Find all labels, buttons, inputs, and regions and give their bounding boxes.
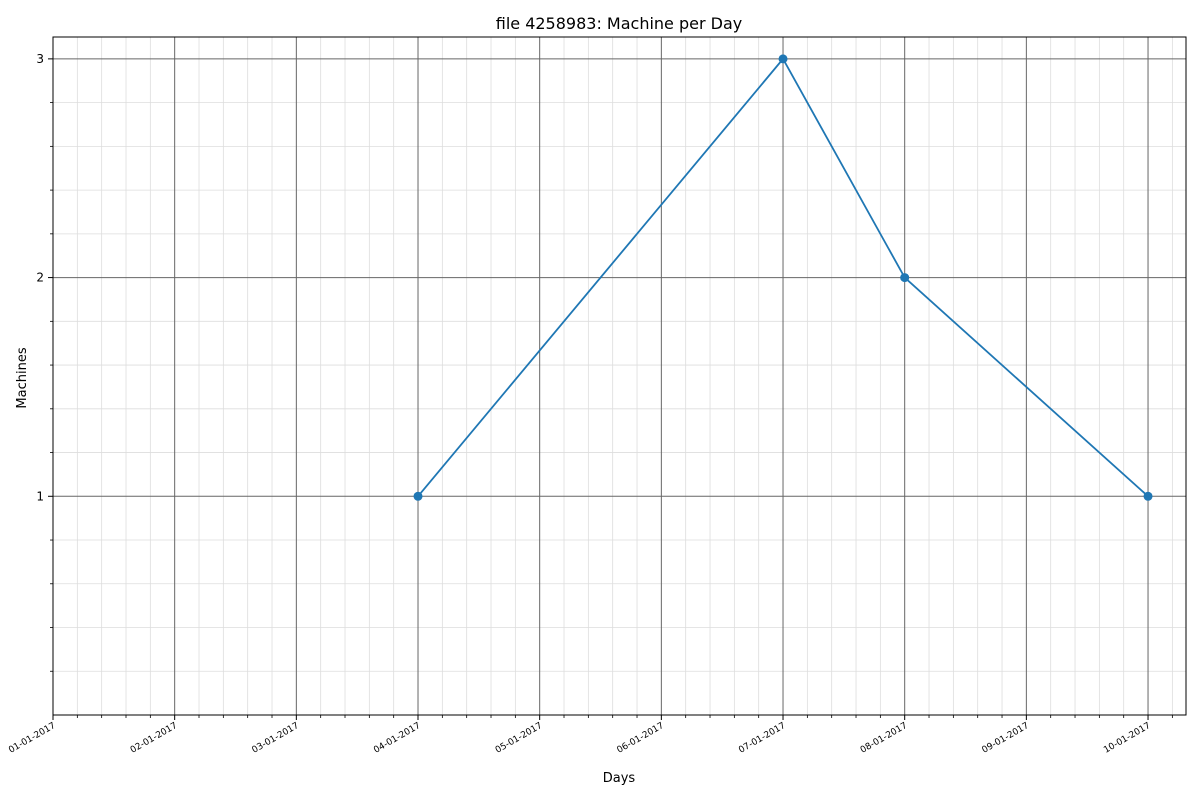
y-tick-label: 1 <box>36 489 44 503</box>
x-tick-label: 10-01-2017 <box>1102 721 1152 756</box>
series-line <box>417 57 1149 497</box>
y-tick-label: 2 <box>36 271 44 285</box>
x-tick-label: 03-01-2017 <box>251 721 301 756</box>
major-grid <box>53 37 1186 715</box>
x-tick-label: 08-01-2017 <box>859 721 909 756</box>
data-point <box>413 491 423 501</box>
y-axis-label: Machines <box>15 347 30 408</box>
minor-grid <box>53 37 1186 715</box>
x-tick-label: 01-01-2017 <box>7 721 57 756</box>
data-point <box>778 54 788 64</box>
data-point <box>1143 491 1153 501</box>
data-point <box>900 273 910 283</box>
x-tick-label: 09-01-2017 <box>981 721 1031 756</box>
axis-ticks: 01-01-2017 02-01-2017 03-01-2017 04-01-2017… <box>7 52 1173 756</box>
series-layer <box>413 54 1153 501</box>
plot-area <box>52 36 1187 716</box>
x-tick-label: 05-01-2017 <box>494 721 544 756</box>
x-tick-label: 07-01-2017 <box>737 721 787 756</box>
x-tick-label: 04-01-2017 <box>372 721 422 756</box>
x-tick-label: 02-01-2017 <box>129 721 179 756</box>
y-tick-label: 3 <box>36 52 44 66</box>
x-tick-label: 06-01-2017 <box>616 721 666 756</box>
x-axis-label: Days <box>603 771 636 786</box>
chart-title: file 4258983: Machine per Day <box>496 14 743 33</box>
